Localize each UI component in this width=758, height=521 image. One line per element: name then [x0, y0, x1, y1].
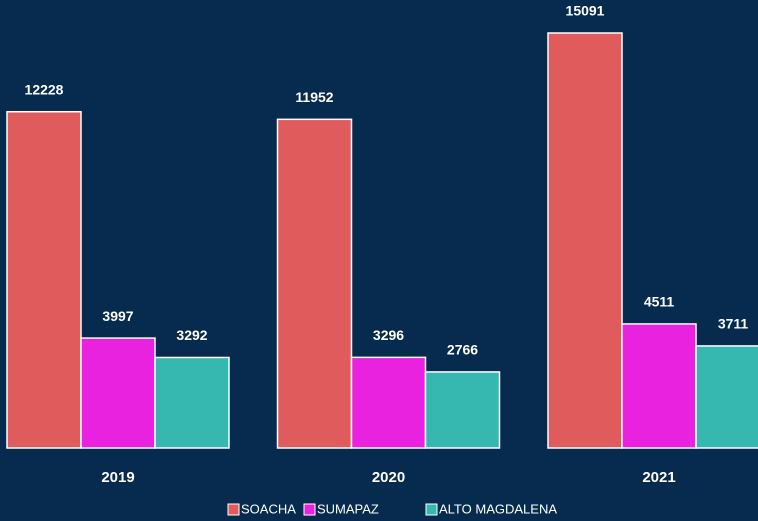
legend-label: ALTO MAGDALENA: [439, 501, 557, 516]
bar: [6, 110, 82, 449]
bar: [695, 345, 758, 449]
legend-label: SUMAPAZ: [317, 501, 379, 516]
x-tick-label: 2019: [101, 469, 134, 486]
bar: [424, 371, 501, 449]
value-label: 12228: [25, 81, 64, 97]
value-label: 11952: [295, 89, 333, 105]
value-label: 3296: [373, 327, 404, 343]
legend-swatch: [425, 503, 438, 516]
bar: [350, 356, 427, 449]
bar: [621, 323, 697, 449]
legend-swatch: [227, 503, 240, 516]
bar: [547, 32, 623, 449]
x-tick-label: 2020: [372, 469, 405, 486]
value-label: 3292: [176, 327, 207, 343]
legend-swatch: [303, 503, 316, 516]
x-tick-label: 2021: [642, 469, 675, 486]
value-label: 3997: [102, 308, 133, 324]
bar: [154, 356, 230, 449]
bar: [80, 337, 156, 449]
value-label: 2766: [447, 342, 478, 358]
legend-label: SOACHA: [241, 501, 296, 516]
value-label: 4511: [644, 294, 675, 310]
bar: [276, 118, 353, 449]
value-label: 15091: [566, 3, 605, 19]
value-label: 3711: [718, 316, 749, 332]
